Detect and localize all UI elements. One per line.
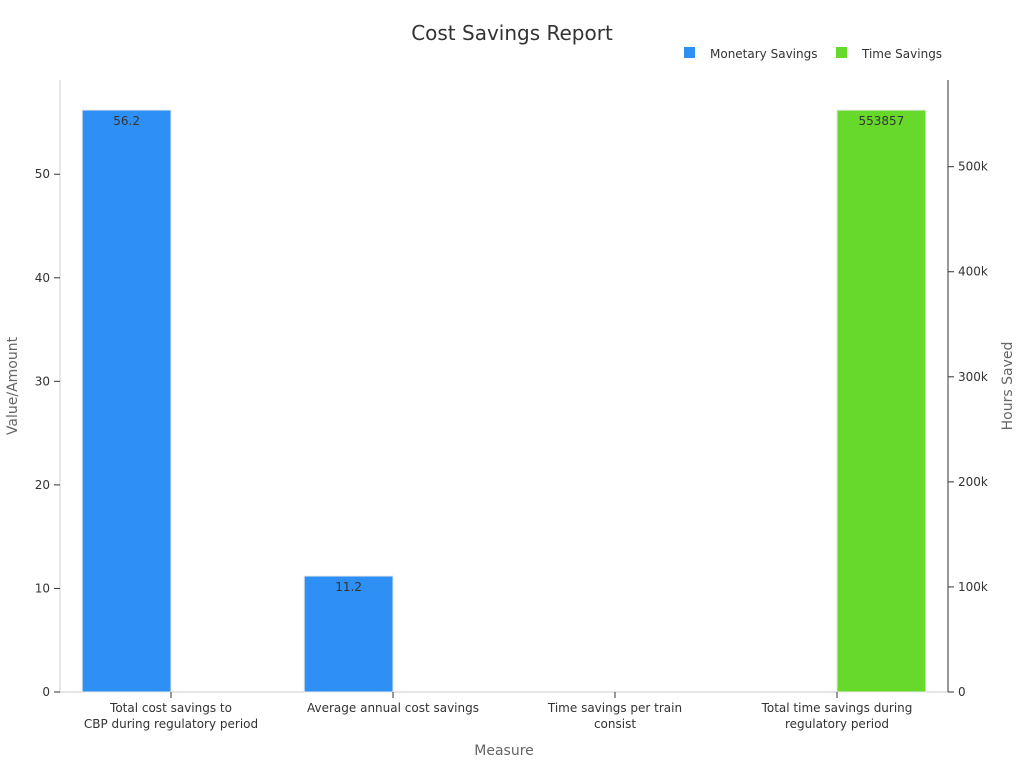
y2-tick-label: 500k [958, 160, 988, 174]
y-axis-ticks: 0 10 20 30 40 50 [35, 167, 60, 699]
bar-monetary-savings-1 [303, 575, 394, 693]
y-tick-label: 20 [35, 478, 50, 492]
x-tick-label: Total cost savings to CBP during regulato… [84, 701, 258, 731]
axes [59, 80, 949, 693]
legend-label-monetary: Monetary Savings [710, 47, 817, 61]
legend-label-time: Time Savings [861, 47, 942, 61]
x-tick-label-line: Average annual cost savings [307, 701, 479, 715]
y-axis-title: Value/Amount [5, 336, 21, 435]
x-tick-label-line: Total cost savings to [109, 701, 232, 715]
bar-labels: 56.2 11.2 553857 [113, 114, 904, 594]
legend-swatch-time [836, 47, 847, 58]
y-tick-label: 0 [42, 685, 50, 699]
x-tick-label: Average annual cost savings [307, 701, 479, 715]
x-axis-title: Measure [474, 743, 534, 759]
bar-value-label: 553857 [858, 114, 904, 128]
legend-swatch-monetary [684, 47, 695, 58]
legend: Monetary Savings Time Savings [684, 47, 942, 61]
y-tick-label: 40 [35, 271, 50, 285]
y-tick-label: 30 [35, 374, 50, 388]
y2-tick-label: 300k [958, 370, 988, 384]
x-tick-label: Total time savings during regulatory peri… [761, 701, 913, 731]
x-tick-label-line: consist [594, 717, 636, 731]
bar-value-label: 56.2 [113, 114, 140, 128]
bar-time-savings-3 [836, 109, 927, 693]
bar-monetary-savings-0 [81, 109, 172, 693]
y-tick-label: 50 [35, 167, 50, 181]
y2-tick-label: 100k [958, 580, 988, 594]
y2-tick-label: 200k [958, 475, 988, 489]
y2-tick-label: 400k [958, 265, 988, 279]
x-tick-label-line: regulatory period [785, 717, 889, 731]
x-tick-label: Time savings per train consist [547, 701, 682, 731]
x-tick-label-line: Time savings per train [547, 701, 682, 715]
y2-axis-title: Hours Saved [1000, 342, 1016, 431]
y2-tick-label: 0 [958, 685, 966, 699]
y-tick-label: 10 [35, 581, 50, 595]
chart-title: Cost Savings Report [411, 21, 613, 45]
bars [81, 109, 927, 693]
x-tick-label-line: Total time savings during [761, 701, 913, 715]
y2-axis-ticks: 0 100k 200k 300k 400k 500k [948, 160, 988, 699]
bar-value-label: 11.2 [335, 580, 362, 594]
x-tick-label-line: CBP during regulatory period [84, 717, 258, 731]
x-axis-ticks: Total cost savings to CBP during regulato… [84, 692, 913, 731]
